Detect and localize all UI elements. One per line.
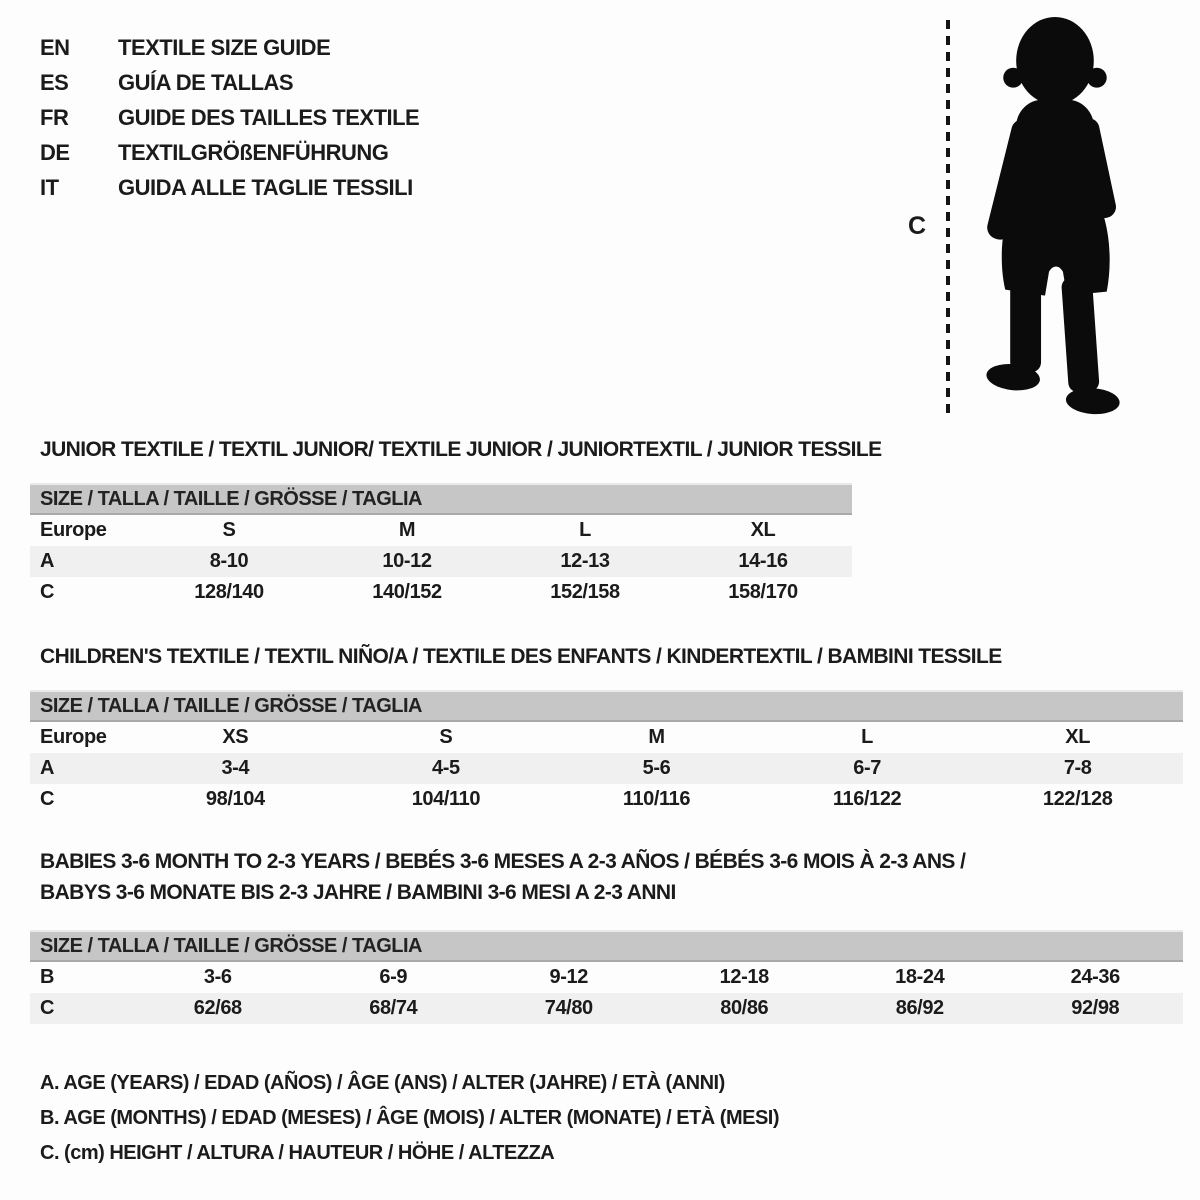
- height-cell: 80/86: [720, 997, 769, 1019]
- lang-row-fr: FR GUIDE DES TAILLES TEXTILE: [40, 100, 420, 135]
- legend-height-cm: C. (cm) HEIGHT / ALTURA / HAUTEUR / HÖHE…: [40, 1142, 555, 1164]
- height-cell: 92/98: [1071, 997, 1120, 1019]
- junior-size-table: SIZE / TALLA / TAILLE / GRÖSSE / TAGLIA …: [30, 483, 852, 608]
- row-label: A: [40, 757, 55, 779]
- height-cell: 104/110: [411, 788, 481, 810]
- lang-title: GUIDA ALLE TAGLIE TESSILI: [118, 174, 413, 200]
- age-cell: 5-6: [642, 757, 671, 779]
- children-size-table: SIZE / TALLA / TAILLE / GRÖSSE / TAGLIA …: [30, 690, 1183, 815]
- height-cell: 122/128: [1042, 788, 1113, 810]
- size-cell: L: [579, 519, 591, 541]
- junior-section-title: JUNIOR TEXTILE / TEXTIL JUNIOR/ TEXTILE …: [40, 438, 882, 461]
- table-row-months: B 3-6 6-9 9-12 12-18 18-24 24-36: [30, 962, 1183, 993]
- size-cell: XL: [1065, 726, 1091, 748]
- lang-title: TEXTILGRÖßENFÜHRUNG: [118, 139, 389, 165]
- age-cell: 12-13: [560, 550, 610, 572]
- row-label: C: [40, 997, 55, 1019]
- height-measure-dashed-line: [946, 20, 950, 414]
- size-cell: XL: [750, 519, 776, 541]
- legend-age-years: A. AGE (YEARS) / EDAD (AÑOS) / ÂGE (ANS)…: [40, 1072, 725, 1094]
- height-cell: 86/92: [895, 997, 944, 1019]
- table-row-age: A 3-4 4-5 5-6 6-7 7-8: [30, 753, 1183, 784]
- table-row-age: A 8-10 10-12 12-13 14-16: [30, 546, 852, 577]
- legend-age-months: B. AGE (MONTHS) / EDAD (MESES) / ÂGE (MO…: [40, 1107, 780, 1129]
- age-cell: 24-36: [1070, 966, 1121, 988]
- lang-code: DE: [40, 139, 70, 165]
- age-cell: 9-12: [549, 966, 589, 988]
- row-label: Europe: [40, 726, 107, 748]
- lang-title: GUÍA DE TALLAS: [118, 69, 294, 95]
- lang-title: TEXTILE SIZE GUIDE: [118, 34, 331, 60]
- row-label: C: [40, 788, 55, 810]
- height-cell: 74/80: [544, 997, 593, 1019]
- table-row-europe: Europe XS S M L XL: [30, 722, 1183, 753]
- children-section-title: CHILDREN'S TEXTILE / TEXTIL NIÑO/A / TEX…: [40, 645, 1002, 668]
- age-cell: 8-10: [209, 550, 249, 572]
- table-row-height: C 128/140 140/152 152/158 158/170: [30, 577, 852, 608]
- age-cell: 3-4: [221, 757, 250, 779]
- lang-row-it: IT GUIDA ALLE TAGLIE TESSILI: [40, 170, 419, 205]
- language-title-list: EN TEXTILE SIZE GUIDE ES GUÍA DE TALLAS …: [40, 30, 420, 205]
- age-cell: 14-16: [738, 550, 788, 572]
- row-label: C: [40, 581, 55, 603]
- size-header-bar: SIZE / TALLA / TAILLE / GRÖSSE / TAGLIA: [30, 930, 1183, 962]
- height-cell: 116/122: [832, 788, 902, 810]
- size-header-bar: SIZE / TALLA / TAILLE / GRÖSSE / TAGLIA: [30, 483, 852, 515]
- size-cell: L: [861, 726, 873, 748]
- size-header-bar: SIZE / TALLA / TAILLE / GRÖSSE / TAGLIA: [30, 690, 1183, 722]
- age-cell: 3-6: [203, 966, 232, 988]
- table-row-height: C 98/104 104/110 110/116 116/122 122/128: [30, 784, 1183, 815]
- age-cell: 10-12: [382, 550, 432, 572]
- age-cell: 4-5: [432, 757, 460, 779]
- babies-size-table: SIZE / TALLA / TAILLE / GRÖSSE / TAGLIA …: [30, 930, 1183, 1024]
- lang-title: GUIDE DES TAILLES TEXTILE: [118, 104, 420, 130]
- age-cell: 12-18: [719, 966, 770, 988]
- lang-row-es: ES GUÍA DE TALLAS: [40, 65, 419, 100]
- lang-code: ES: [40, 69, 69, 95]
- lang-code: IT: [40, 174, 59, 200]
- age-cell: 18-24: [895, 966, 945, 988]
- height-cell: 62/68: [193, 997, 242, 1019]
- lang-code: FR: [40, 104, 69, 130]
- age-cell: 6-7: [853, 757, 881, 779]
- size-cell: M: [648, 726, 665, 748]
- age-cell: 7-8: [1063, 757, 1092, 779]
- size-cell: S: [222, 519, 236, 541]
- height-measure-label: C: [908, 212, 927, 240]
- height-cell: 128/140: [194, 581, 264, 603]
- size-cell: M: [398, 519, 416, 541]
- row-label: A: [40, 550, 55, 572]
- lang-row-de: DE TEXTILGRÖßENFÜHRUNG: [40, 135, 419, 170]
- row-label: Europe: [40, 519, 107, 541]
- row-label: B: [40, 966, 55, 988]
- legend: A. AGE (YEARS) / EDAD (AÑOS) / ÂGE (ANS)…: [40, 1066, 780, 1171]
- height-cell: 98/104: [205, 788, 265, 810]
- height-cell: 152/158: [550, 581, 620, 603]
- height-cell: 110/116: [622, 788, 691, 810]
- age-cell: 6-9: [379, 966, 408, 988]
- size-cell: XS: [222, 726, 249, 748]
- size-cell: S: [439, 726, 453, 748]
- table-row-europe: Europe S M L XL: [30, 515, 852, 546]
- height-cell: 140/152: [372, 581, 442, 603]
- height-cell: 158/170: [728, 581, 798, 603]
- lang-code: EN: [40, 34, 70, 60]
- toddler-silhouette-icon: [986, 16, 1120, 415]
- height-cell: 68/74: [369, 997, 418, 1019]
- lang-row-en: EN TEXTILE SIZE GUIDE: [40, 30, 419, 65]
- table-row-height: C 62/68 68/74 74/80 80/86 86/92 92/98: [30, 993, 1183, 1024]
- babies-section-title: BABIES 3-6 MONTH TO 2-3 YEARS / BEBÉS 3-…: [40, 850, 966, 904]
